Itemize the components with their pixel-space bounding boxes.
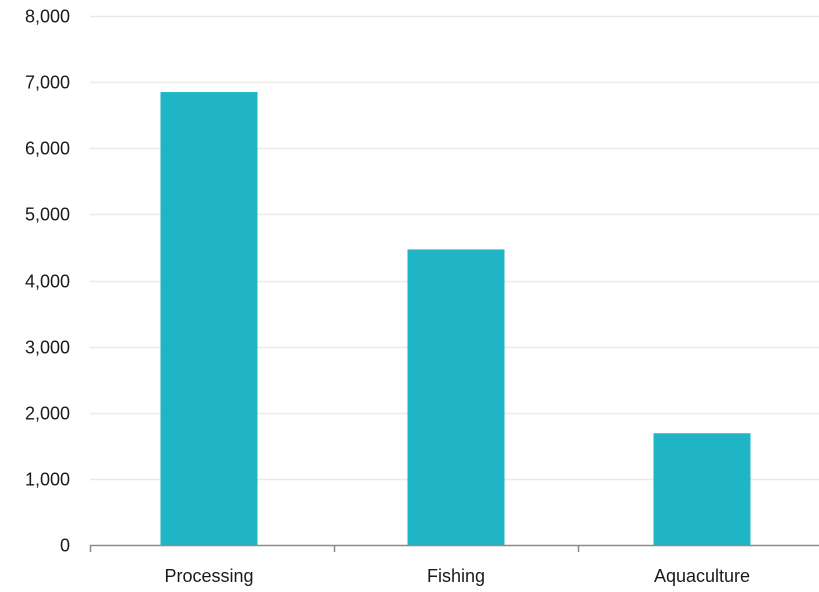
y-tick-label: 4,000 [25,272,70,292]
y-tick-label: 5,000 [25,205,70,225]
bars [160,92,751,545]
y-tick-label: 3,000 [25,338,70,358]
axes [89,544,819,552]
tick-labels: 0 1,000 2,000 3,000 4,000 5,000 6,000 7,000 8,00… [25,7,750,587]
y-tick-label: 1,000 [25,470,70,490]
x-tick-label: Fishing [427,566,485,586]
y-tick-label: 0 [60,536,70,556]
bar-processing [160,92,258,545]
y-tick-label: 7,000 [25,73,70,93]
x-tick-label: Processing [164,566,253,586]
bar-fishing [407,249,505,545]
x-tick-label: Aquaculture [654,566,750,586]
y-tick-label: 2,000 [25,404,70,424]
y-tick-label: 6,000 [25,139,70,159]
bar-aquaculture [653,433,751,545]
y-tick-label: 8,000 [25,7,70,27]
